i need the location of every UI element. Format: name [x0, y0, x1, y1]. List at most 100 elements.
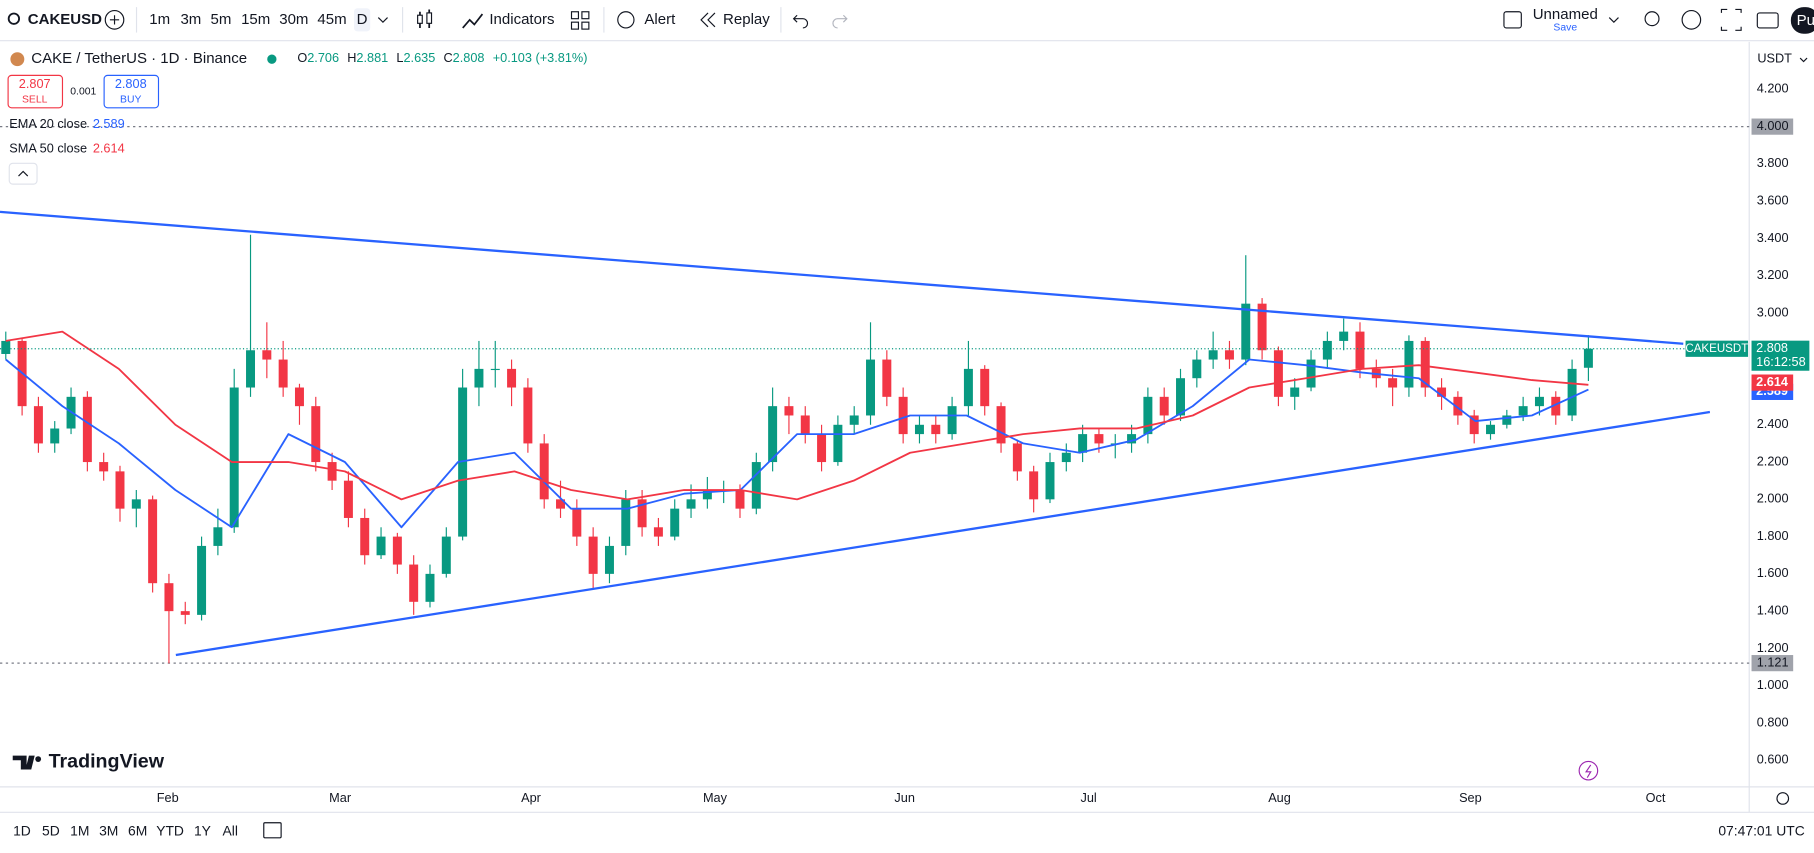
currency-dropdown[interactable]: [1799, 57, 1808, 63]
save-label[interactable]: Save: [1553, 23, 1577, 34]
templates-icon[interactable]: [570, 11, 590, 30]
candle-body: [180, 611, 190, 615]
alert-icon[interactable]: [617, 11, 635, 29]
candle-body: [882, 359, 892, 397]
symbol[interactable]: CAKEUSD: [28, 11, 102, 28]
candle-body: [1045, 462, 1055, 500]
ema-value: 2.589: [93, 116, 125, 131]
replay-icon[interactable]: [700, 12, 716, 28]
undo-button[interactable]: [792, 14, 809, 29]
clock[interactable]: 07:47:01 UTC: [1718, 823, 1804, 839]
sma-legend-name: SMA 50 close 2.614: [9, 141, 124, 156]
date-range-icon[interactable]: [263, 822, 282, 839]
currency[interactable]: USDT: [1757, 51, 1792, 66]
x-tick-label: Sep: [1459, 790, 1482, 805]
x-tick-label: Jul: [1080, 790, 1096, 805]
candle-body: [898, 396, 908, 435]
candle-body: [148, 499, 158, 584]
indicator-label: 2.614: [1756, 374, 1788, 389]
candle-body: [1159, 396, 1169, 416]
indicators-icon[interactable]: [462, 13, 484, 29]
candle-body: [686, 499, 696, 509]
user-button[interactable]: [1790, 7, 1814, 34]
candle-body: [800, 415, 810, 435]
quick-search-icon[interactable]: [1644, 11, 1660, 27]
range-button[interactable]: 1D: [13, 823, 31, 839]
candle-icon: [426, 12, 433, 24]
candle-body: [1486, 424, 1495, 435]
y-tick-label: 3.800: [1757, 155, 1789, 170]
user-initials: Pu: [1797, 12, 1814, 29]
range-button[interactable]: 6M: [128, 823, 147, 839]
c-label: C: [443, 51, 452, 66]
fullscreen-icon[interactable]: [1720, 8, 1742, 31]
candle-body: [1143, 396, 1153, 435]
collapse-button[interactable]: [8, 162, 38, 185]
buy-button[interactable]: [103, 74, 160, 109]
candle-body: [164, 583, 174, 612]
interval-button[interactable]: 15m: [241, 11, 270, 28]
x-tick-label: Feb: [157, 790, 179, 805]
level-label-bg: [1751, 118, 1794, 135]
indicators-button[interactable]: Indicators: [489, 11, 554, 28]
watermark: TradingView: [12, 751, 165, 773]
search-icon[interactable]: [7, 12, 21, 25]
candle-body: [1094, 434, 1104, 444]
axis-settings[interactable]: [1776, 792, 1790, 805]
y-tick-label: 2.000: [1757, 491, 1789, 506]
candle-body: [1534, 396, 1544, 407]
y-tick-label: 1.000: [1757, 677, 1789, 692]
interval-button[interactable]: D: [357, 11, 368, 28]
y-tick-label: 1.600: [1757, 565, 1789, 580]
alert-button[interactable]: Alert: [644, 11, 676, 28]
interval-group: 1m 3m 5m 15m 30m 45m D: [149, 8, 371, 32]
range-button[interactable]: YTD: [156, 823, 184, 839]
screenshot-icon[interactable]: [1756, 12, 1779, 29]
candle-body: [1290, 387, 1300, 397]
range-button[interactable]: All: [223, 823, 238, 839]
y-tick-label: 3.000: [1757, 304, 1789, 319]
layout-dropdown[interactable]: [1608, 17, 1619, 23]
sell-label: SELL: [22, 94, 48, 105]
candle-body: [556, 499, 566, 509]
interval-button[interactable]: 1m: [149, 11, 170, 28]
lightning-icon[interactable]: [1578, 760, 1599, 781]
layout-icon[interactable]: [1503, 11, 1522, 29]
y-tick-label: 3.600: [1757, 193, 1789, 208]
candle-body: [572, 508, 582, 537]
trendline-upper[interactable]: [0, 210, 1684, 345]
candle-body: [343, 480, 353, 518]
candle-body: [670, 508, 680, 537]
compare-button[interactable]: [104, 10, 125, 30]
buy-price: 2.808: [115, 76, 147, 91]
sell-button[interactable]: [7, 74, 64, 109]
range-button[interactable]: 1Y: [194, 823, 211, 839]
candle-body: [653, 527, 663, 537]
candle-body: [229, 387, 239, 528]
interval-button[interactable]: 3m: [180, 11, 201, 28]
y-tick-label: 4.200: [1757, 81, 1789, 96]
interval-button[interactable]: 45m: [317, 11, 346, 28]
l-value: 2.635: [403, 51, 435, 66]
interval-button[interactable]: 30m: [279, 11, 308, 28]
candle-body: [409, 564, 419, 602]
o-value: 2.706: [307, 51, 339, 66]
settings-icon[interactable]: [1681, 10, 1702, 30]
sma-name: SMA 50 close: [9, 141, 87, 156]
candle-body: [115, 471, 125, 509]
trendline-lower[interactable]: [175, 410, 1711, 657]
last-price-label: 2.808: [1756, 340, 1788, 355]
candle-body: [1355, 331, 1365, 369]
range-button[interactable]: 3M: [99, 823, 118, 839]
last-price-label-bg: [1751, 340, 1810, 371]
interval-button[interactable]: 5m: [211, 11, 232, 28]
layout-name[interactable]: Unnamed: [1533, 6, 1598, 23]
interval-dropdown[interactable]: [377, 17, 388, 23]
range-button[interactable]: 5D: [42, 823, 60, 839]
range-button[interactable]: 1M: [70, 823, 89, 839]
lightning: [1585, 764, 1592, 778]
candle-body: [1420, 340, 1430, 388]
redo-button[interactable]: [832, 14, 848, 29]
replay-button[interactable]: Replay: [723, 11, 770, 28]
